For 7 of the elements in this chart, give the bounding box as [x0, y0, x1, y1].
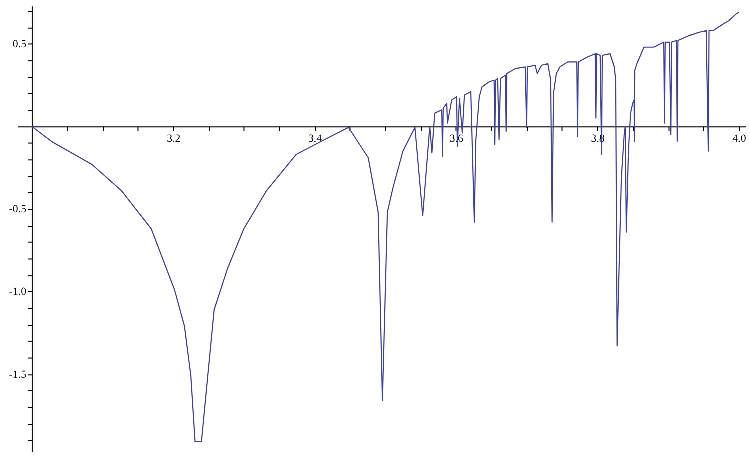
y-tick-label: -1.5: [9, 368, 28, 381]
y-tick-label: -0.5: [9, 204, 28, 216]
x-tick-label: 3.4: [308, 132, 323, 145]
x-tick-label: 4.0: [732, 132, 747, 145]
y-tick-label: 0.5: [12, 38, 28, 51]
y-tick-label: -1.0: [9, 286, 28, 298]
x-tick-label: 3.2: [167, 132, 181, 145]
